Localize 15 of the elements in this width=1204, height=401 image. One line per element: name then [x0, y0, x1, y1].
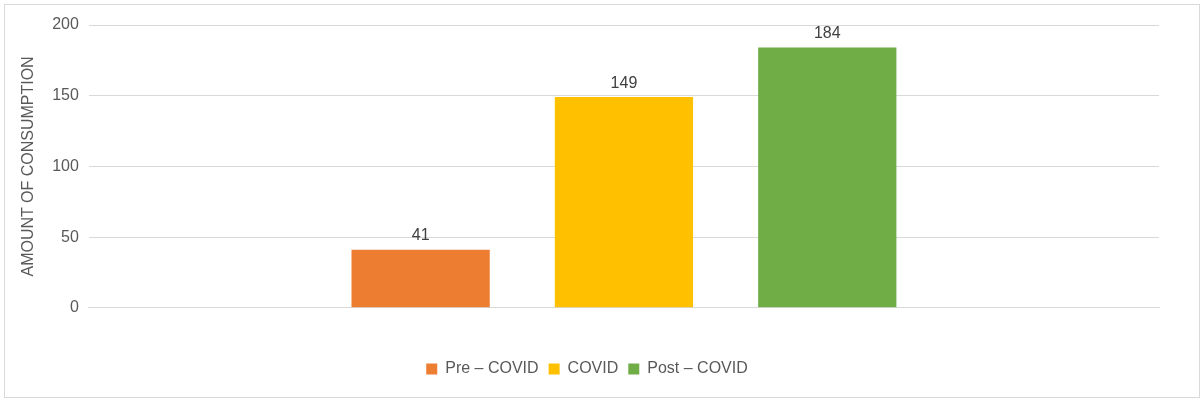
- legend-label: Post – COVID: [647, 359, 748, 377]
- y-tick-label: 100: [52, 156, 79, 174]
- y-tick-label: 150: [52, 86, 79, 104]
- y-tick-label: 50: [61, 227, 79, 245]
- y-axis-title: AMOUNT OF CONSUMPTION: [19, 56, 37, 277]
- data-label: 41: [411, 226, 430, 244]
- legend-label: COVID: [567, 359, 619, 377]
- bar: [554, 97, 694, 308]
- data-label: 149: [610, 73, 638, 91]
- y-tick-label: 200: [52, 15, 79, 33]
- bar: [758, 47, 897, 308]
- legend-label: Pre – COVID: [445, 359, 539, 377]
- y-tick-label: 0: [69, 298, 79, 316]
- data-label: 184: [813, 24, 841, 42]
- bar: [351, 249, 490, 308]
